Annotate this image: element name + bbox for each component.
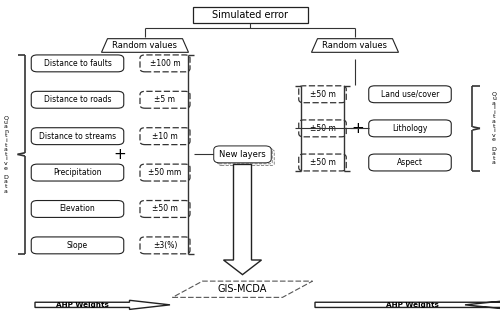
- FancyBboxPatch shape: [216, 148, 272, 164]
- Text: AHP Weights: AHP Weights: [386, 302, 439, 308]
- Text: Random values: Random values: [112, 41, 178, 50]
- FancyBboxPatch shape: [31, 237, 124, 254]
- FancyBboxPatch shape: [368, 120, 451, 137]
- Text: Precipitation: Precipitation: [53, 168, 102, 177]
- Text: New layers: New layers: [219, 150, 266, 159]
- Text: ±50 m: ±50 m: [152, 204, 178, 214]
- Text: Land use/cover: Land use/cover: [381, 90, 439, 99]
- Polygon shape: [102, 39, 188, 52]
- FancyBboxPatch shape: [140, 128, 190, 145]
- Text: ±50 m: ±50 m: [310, 158, 336, 167]
- Text: Lithology: Lithology: [392, 124, 428, 133]
- Text: ±100 m: ±100 m: [150, 59, 180, 68]
- Text: +: +: [351, 121, 364, 136]
- FancyBboxPatch shape: [140, 55, 190, 72]
- FancyBboxPatch shape: [140, 164, 190, 181]
- Text: ±50 m: ±50 m: [310, 124, 336, 133]
- Text: AHP Weights: AHP Weights: [56, 302, 108, 308]
- Bar: [192, 6, 308, 23]
- Polygon shape: [224, 164, 262, 275]
- Text: ±10 m: ±10 m: [152, 132, 178, 141]
- Polygon shape: [315, 300, 500, 309]
- Text: GIS-MCDA: GIS-MCDA: [218, 284, 267, 294]
- Text: Random values: Random values: [322, 41, 388, 50]
- Text: ±5 m: ±5 m: [154, 95, 176, 104]
- Text: Distance to roads: Distance to roads: [44, 95, 111, 104]
- Polygon shape: [312, 39, 398, 52]
- FancyBboxPatch shape: [299, 154, 346, 171]
- FancyBboxPatch shape: [218, 150, 274, 165]
- FancyBboxPatch shape: [368, 86, 451, 103]
- FancyBboxPatch shape: [31, 91, 124, 108]
- Text: Q
u
a
n
t
i
t
a
t
i
v
e

D
a
t
a: Q u a n t i t a t i v e D a t a: [4, 115, 8, 194]
- FancyBboxPatch shape: [299, 120, 346, 137]
- Text: Q
u
a
l
i
t
a
t
i
v
e

D
a
t
a: Q u a l i t a t i v e D a t a: [492, 91, 496, 165]
- Text: +: +: [114, 147, 126, 162]
- Text: Distance to streams: Distance to streams: [39, 132, 116, 141]
- FancyBboxPatch shape: [31, 55, 124, 72]
- Text: Aspect: Aspect: [397, 158, 423, 167]
- FancyBboxPatch shape: [140, 237, 190, 254]
- Text: ±3(%): ±3(%): [153, 241, 177, 250]
- Polygon shape: [35, 300, 170, 309]
- FancyBboxPatch shape: [368, 154, 451, 171]
- FancyBboxPatch shape: [31, 164, 124, 181]
- FancyBboxPatch shape: [31, 128, 124, 145]
- FancyBboxPatch shape: [299, 86, 346, 103]
- FancyBboxPatch shape: [214, 146, 271, 163]
- Text: ±50 m: ±50 m: [310, 90, 336, 99]
- Text: ±50 mm: ±50 mm: [148, 168, 182, 177]
- Text: Simulated error: Simulated error: [212, 10, 288, 20]
- Text: Elevation: Elevation: [60, 204, 96, 214]
- FancyBboxPatch shape: [140, 91, 190, 108]
- FancyBboxPatch shape: [31, 201, 124, 217]
- Polygon shape: [172, 281, 312, 297]
- FancyBboxPatch shape: [140, 201, 190, 217]
- Text: Slope: Slope: [67, 241, 88, 250]
- Text: Distance to faults: Distance to faults: [44, 59, 112, 68]
